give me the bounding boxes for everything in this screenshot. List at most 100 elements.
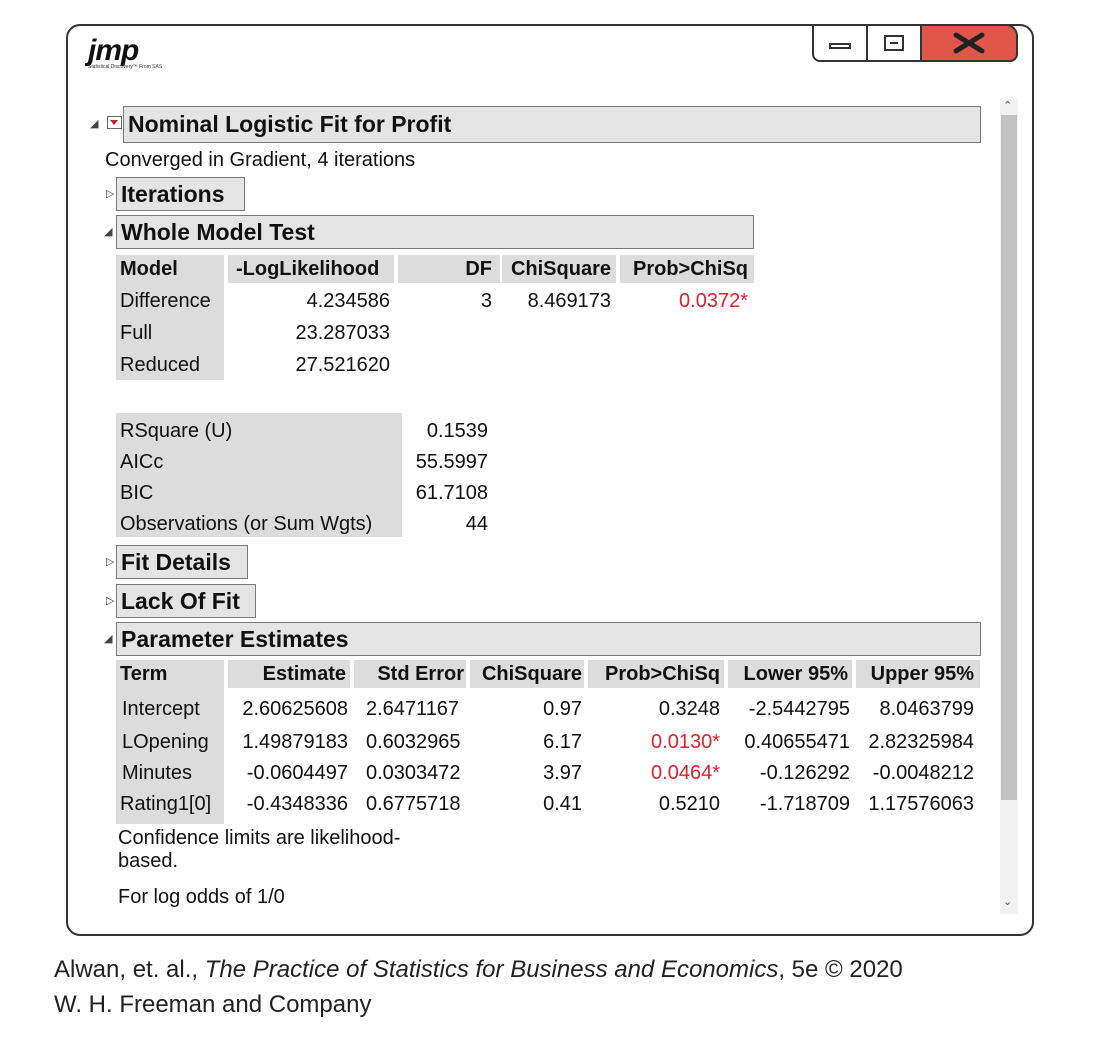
pe-header-prob: Prob>ChiSq (604, 663, 720, 685)
section-fit-details-label: Fit Details (121, 548, 231, 575)
table-cell: 6.17 (543, 731, 582, 753)
pe-header-stderr: Std Error (377, 663, 464, 685)
table-cell: 0.6032965 (366, 731, 461, 753)
table-cell: -2.5442795 (748, 698, 850, 720)
fitstat-value: 55.5997 (415, 451, 488, 473)
pe-header-bg (228, 660, 350, 688)
caption-book-title: The Practice of Statistics for Business … (204, 956, 779, 983)
maximize-button[interactable] (866, 24, 922, 62)
pe-header-chisq: ChiSquare (481, 663, 582, 685)
section-whole-model-label: Whole Model Test (121, 218, 315, 245)
fitstats-label-bg (116, 413, 402, 537)
section-param-est-label: Parameter Estimates (121, 625, 349, 652)
table-cell: 27.521620 (295, 354, 390, 376)
table-cell: LOpening (122, 731, 209, 753)
pe-note: based. (118, 850, 179, 872)
disclosure-open-icon[interactable]: ◢ (90, 118, 99, 130)
fitstat-value: 0.1539 (426, 420, 488, 442)
scroll-down-icon[interactable]: ⌄ (1003, 896, 1013, 908)
table-cell: -0.0048212 (872, 762, 974, 784)
scrollbar-thumb[interactable] (1001, 115, 1017, 800)
caption-prefix: Alwan, et. al., (54, 956, 205, 983)
pe-rowlabel-bg (116, 660, 224, 824)
table-cell: 0.97 (543, 698, 582, 720)
pe-header-estimate: Estimate (262, 663, 346, 685)
table-cell: 4.234586 (306, 290, 390, 312)
table-cell: 8.469173 (527, 290, 611, 312)
pe-header-bg (728, 660, 852, 688)
restore-icon (884, 35, 904, 51)
minimize-button[interactable] (812, 24, 868, 62)
section-iterations[interactable]: Iterations (116, 177, 245, 211)
table-cell: Minutes (122, 762, 193, 784)
figure-caption: Alwan, et. al., The Practice of Statisti… (54, 956, 903, 984)
table-cell: Full (120, 322, 153, 344)
wmt-header-bg (228, 255, 394, 283)
pe-header-term: Term (120, 663, 168, 685)
wmt-rowlabel-bg (116, 255, 224, 380)
disclosure-closed-icon[interactable]: ▷ (106, 556, 115, 568)
disclosure-open-icon[interactable]: ◢ (104, 226, 113, 238)
section-whole-model-test[interactable]: Whole Model Test (116, 215, 754, 249)
wmt-header-bg (502, 255, 616, 283)
pe-header-bg (354, 660, 466, 688)
table-cell: 3.97 (543, 762, 582, 784)
wmt-header-loglik: -LogLikelihood (236, 258, 380, 280)
section-lack-of-fit[interactable]: Lack Of Fit (116, 584, 256, 618)
convergence-status: Converged in Gradient, 4 iterations (105, 149, 416, 171)
table-cell: Reduced (120, 354, 201, 376)
jmp-logo: jmp Statistical Discovery™ From SAS (88, 34, 163, 71)
pe-header-bg (588, 660, 724, 688)
red-triangle-menu-icon[interactable] (107, 116, 123, 130)
table-cell: 0.40655471 (744, 731, 850, 753)
table-cell: 1.17576063 (868, 793, 974, 815)
wmt-header-df: DF (465, 258, 492, 280)
wmt-header-chisq: ChiSquare (510, 258, 611, 280)
table-cell: 0.6775718 (366, 793, 461, 815)
table-cell: 3 (480, 290, 492, 312)
table-cell: -0.4348336 (246, 793, 348, 815)
fitstat-value: 61.7108 (415, 482, 488, 504)
table-cell: 23.287033 (295, 322, 390, 344)
table-cell: -0.126292 (759, 762, 850, 784)
section-fit-details[interactable]: Fit Details (116, 545, 248, 579)
report-title-label: Nominal Logistic Fit for Profit (128, 111, 452, 137)
disclosure-closed-icon[interactable]: ▷ (106, 595, 115, 607)
table-cell: 1.49879183 (242, 731, 348, 753)
table-cell: Intercept (122, 698, 200, 720)
wmt-header-model: Model (120, 258, 178, 280)
table-cell: 2.60625608 (242, 698, 348, 720)
table-cell: 2.82325984 (868, 731, 974, 753)
fitstat-label: Observations (or Sum Wgts) (120, 513, 373, 535)
pe-header-bg (856, 660, 980, 688)
section-lack-of-fit-label: Lack Of Fit (121, 587, 240, 614)
logo-text: jmp (88, 34, 139, 67)
close-icon (953, 32, 985, 54)
pe-note: Confidence limits are likelihood- (118, 827, 401, 849)
wmt-header-prob: Prob>ChiSq (632, 258, 748, 280)
pe-header-lower: Lower 95% (743, 663, 848, 685)
section-parameter-estimates[interactable]: Parameter Estimates (116, 622, 981, 656)
table-cell: -1.718709 (759, 793, 850, 815)
table-cell: -0.0604497 (246, 762, 348, 784)
report-title[interactable]: Nominal Logistic Fit for Profit (123, 106, 981, 143)
pe-note: For log odds of 1/0 (118, 886, 285, 908)
table-cell: 2.6471167 (366, 698, 460, 720)
pe-header-upper: Upper 95% (870, 663, 974, 685)
minimize-icon (829, 43, 851, 49)
table-cell: 0.0303472 (366, 762, 461, 784)
wmt-header-bg (620, 255, 754, 283)
fitstat-label: AICc (120, 451, 164, 473)
close-button[interactable] (920, 24, 1018, 62)
logo-tagline: Statistical Discovery™ From SAS (88, 64, 163, 70)
disclosure-closed-icon[interactable]: ▷ (106, 188, 115, 200)
table-cell: 0.3248 (658, 698, 720, 720)
table-cell: 0.5210 (658, 793, 720, 815)
table-cell-significant: 0.0372* (679, 290, 748, 312)
table-cell: 0.41 (543, 793, 582, 815)
pe-header-bg (470, 660, 584, 688)
disclosure-open-icon[interactable]: ◢ (104, 633, 113, 645)
fitstat-label: RSquare (U) (120, 420, 233, 442)
section-iterations-label: Iterations (121, 180, 225, 207)
scroll-up-icon[interactable]: ⌃ (1003, 100, 1013, 112)
